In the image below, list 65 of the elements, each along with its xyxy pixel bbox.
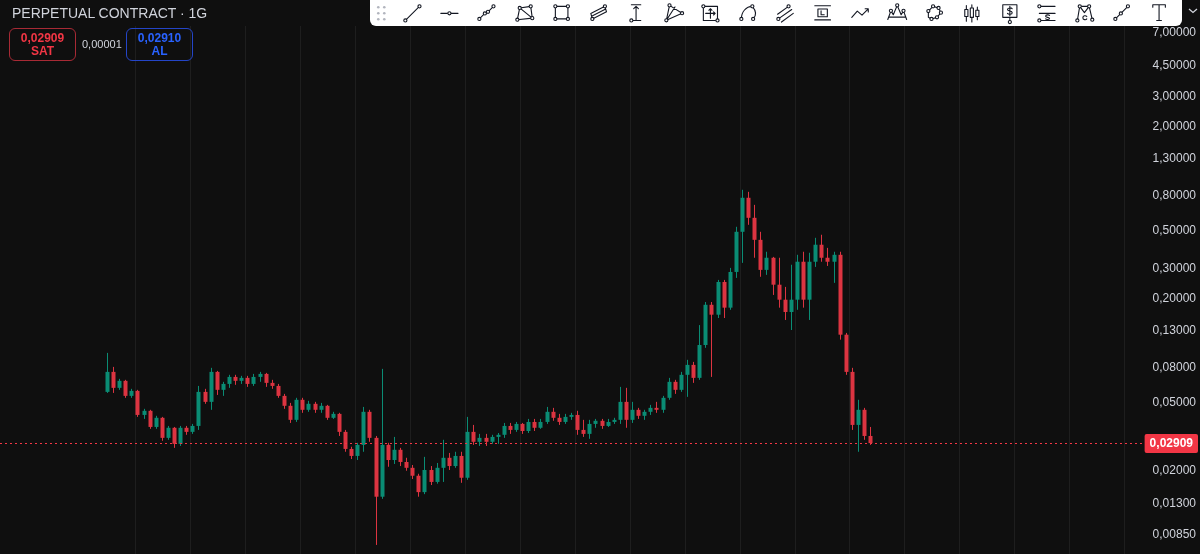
candlestick xyxy=(215,370,220,396)
candlestick xyxy=(429,465,434,486)
candlestick xyxy=(819,234,824,263)
y-tick-label: 0,02000 xyxy=(1152,463,1197,478)
candlestick xyxy=(178,425,183,447)
candlestick xyxy=(459,451,464,484)
y-tick-label: 0,01300 xyxy=(1152,495,1197,510)
candlestick xyxy=(441,439,446,483)
candlestick xyxy=(685,359,690,398)
candlestick xyxy=(422,456,427,495)
sell-button: 0,02909 SAT xyxy=(9,28,76,61)
candlestick xyxy=(752,204,757,259)
y-tick-label: 0,80000 xyxy=(1152,187,1197,202)
y-tick-label: 0,13000 xyxy=(1152,323,1197,338)
y-tick-label: 0,20000 xyxy=(1152,291,1197,306)
chart-title: PERPETUAL CONTRACT · 1G xyxy=(12,5,208,21)
candlestick xyxy=(111,366,116,394)
candlestick xyxy=(764,251,769,276)
candlestick xyxy=(630,401,635,424)
candlestick xyxy=(777,257,782,309)
y-tick-label: 0,30000 xyxy=(1152,260,1197,275)
candlestick xyxy=(575,410,580,436)
candlestick xyxy=(832,251,837,284)
y-tick-label: 7,00000 xyxy=(1152,25,1197,40)
annotation: AL xyxy=(151,44,168,58)
candlestick xyxy=(172,426,177,449)
candlestick xyxy=(825,247,830,267)
ref-line-label: 0,02909 xyxy=(1149,436,1194,451)
candlestick xyxy=(416,473,421,498)
candlestick xyxy=(856,399,861,453)
candlestick xyxy=(691,361,696,384)
candlestick xyxy=(294,397,299,423)
y-tick-label: 0,08000 xyxy=(1152,359,1197,374)
candlestick xyxy=(471,424,476,446)
candlestick xyxy=(587,419,592,440)
candlestick xyxy=(398,447,403,467)
annotation: SAT xyxy=(30,44,55,58)
candlestick xyxy=(783,286,788,321)
candlestick xyxy=(105,352,110,394)
y-tick-label: 1,30000 xyxy=(1152,151,1197,166)
candlestick xyxy=(679,371,684,393)
y-tick-label: 0,05000 xyxy=(1152,394,1197,409)
annotation: 0,02909 xyxy=(20,31,65,45)
candlestick xyxy=(386,442,391,468)
y-tick-label: 0,00850 xyxy=(1152,527,1197,542)
buy-button: 0,02910 AL xyxy=(126,28,193,61)
candlestick xyxy=(337,412,342,437)
y-tick-label: 2,00000 xyxy=(1152,119,1197,134)
y-tick-label: 0,50000 xyxy=(1152,222,1197,237)
y-tick-label: 3,00000 xyxy=(1152,88,1197,103)
candlestick xyxy=(435,462,440,485)
candlestick xyxy=(789,264,794,331)
annotation: 0,00001 xyxy=(82,38,122,51)
candlestick xyxy=(160,416,165,442)
candlestick xyxy=(746,191,751,226)
candlestick xyxy=(624,387,629,429)
y-tick-label: 4,50000 xyxy=(1152,58,1197,73)
candlestick xyxy=(813,237,818,268)
candlestick xyxy=(618,386,623,425)
candlestick xyxy=(288,402,293,424)
candlestick xyxy=(667,377,672,401)
candlestick xyxy=(148,409,153,430)
candlestick xyxy=(392,436,397,465)
annotation: 0,02910 xyxy=(137,31,182,45)
candlestick xyxy=(709,301,714,378)
